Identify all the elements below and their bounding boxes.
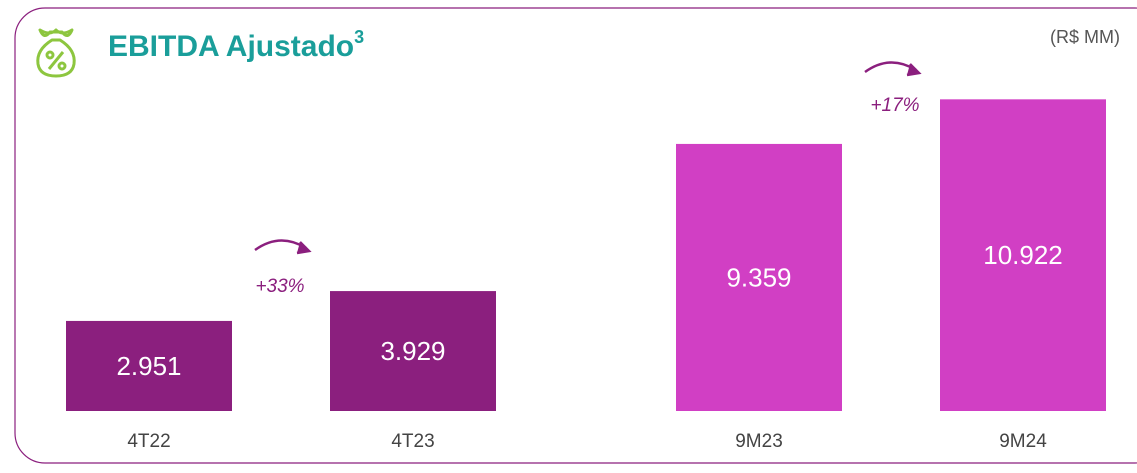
bar — [940, 99, 1106, 411]
frame — [14, 7, 1137, 464]
value-label: 3.929 — [380, 336, 445, 366]
growth-arrow — [254, 61, 922, 255]
annotation: +33% — [255, 276, 304, 297]
bar — [330, 291, 496, 411]
x-tick-label: 9M23 — [735, 431, 783, 452]
icon — [36, 28, 76, 78]
annotation: +17% — [870, 95, 919, 116]
title: EBITDA Ajustado3 — [108, 27, 364, 63]
x-tick-label: 9M24 — [999, 431, 1047, 452]
x-tick-label: 4T23 — [391, 431, 434, 452]
value-label: 9.359 — [726, 262, 791, 292]
value-label: 2.951 — [116, 351, 181, 381]
value-label: 10.922 — [983, 240, 1063, 270]
x-tick-label: 4T22 — [127, 431, 170, 452]
bar — [66, 320, 232, 411]
unit-label: (R$ MM) — [1050, 27, 1120, 47]
bar — [676, 143, 842, 412]
